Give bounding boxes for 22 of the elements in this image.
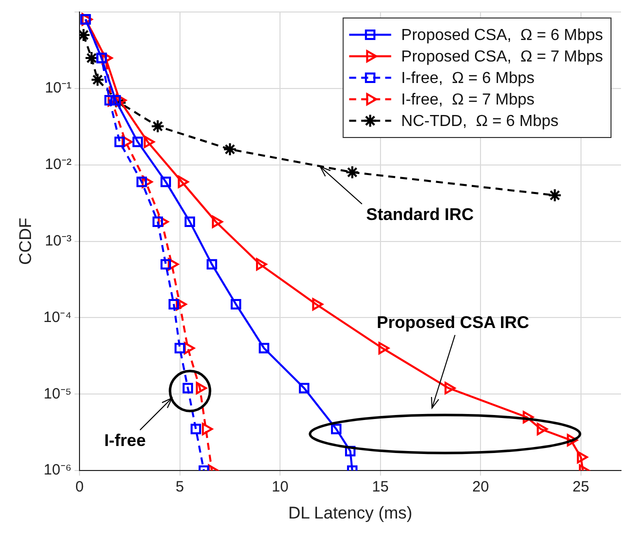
annotation: Proposed CSA IRC	[376, 313, 530, 333]
y-tick-label: 10⁻³	[44, 232, 72, 250]
y-tick-label: 10⁻⁴	[43, 308, 72, 326]
annotation: Standard IRC	[366, 205, 474, 225]
x-tick-label: 0	[75, 478, 84, 496]
y-tick-label: 10⁻⁶	[44, 462, 72, 479]
legend-label: Proposed CSA, Ω = 6 Mbps	[401, 27, 604, 44]
y-axis-title: CCDF	[16, 218, 35, 265]
x-tick-label: 15	[372, 478, 389, 496]
y-tick-label: 10⁻¹	[44, 80, 72, 97]
legend-label: I-free, Ω = 6 Mbps	[401, 70, 535, 88]
annotation: I-free	[104, 431, 146, 451]
legend-label: Proposed CSA, Ω = 7 Mbps	[401, 48, 604, 66]
x-tick-label: 10	[272, 478, 288, 496]
legend-label: I-free, Ω = 7 Mbps	[401, 92, 535, 109]
x-tick-label: 5	[176, 478, 184, 496]
y-tick-label: 10⁻⁵	[44, 385, 72, 402]
x-tick-label: 20	[472, 478, 489, 496]
legend-label: NC-TDD, Ω = 6 Mbps	[401, 113, 558, 130]
y-tick-label: 10⁻²	[44, 156, 72, 174]
x-tick-label: 25	[572, 478, 590, 496]
x-axis-title: DL Latency (ms)	[288, 503, 412, 522]
